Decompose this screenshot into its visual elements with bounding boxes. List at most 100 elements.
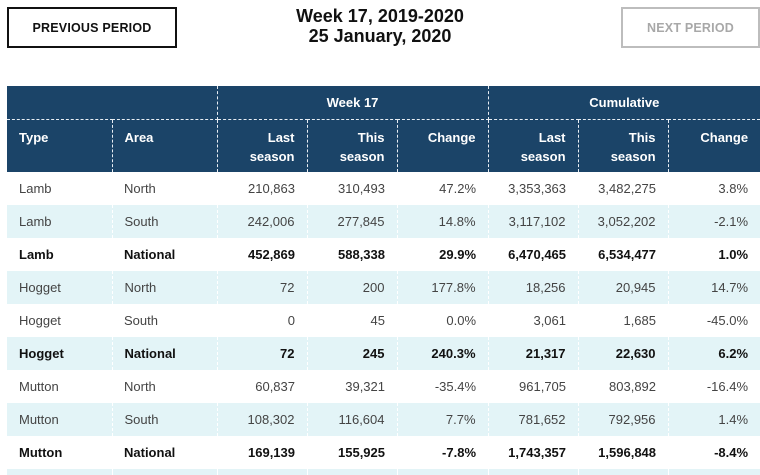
cell-cum-this-season: 22,630 (577, 336, 669, 370)
cell-week-change: 177.8% (396, 270, 489, 304)
cell-type: Hogget (7, 270, 112, 304)
cell-week-last-season: 72 (216, 336, 307, 370)
cell-week-last-season: 242,006 (216, 204, 307, 238)
cell-area: National (124, 444, 176, 460)
cell-cum-last-season: 3,117,102 (487, 204, 579, 238)
cell-cum-this-season: 792,956 (577, 402, 669, 436)
column-header-week-this-season[interactable]: This season (307, 119, 398, 172)
cell-area: North (124, 378, 156, 394)
cell-area: South (111, 204, 217, 238)
cell-area: National (124, 246, 176, 262)
cell-cum-this-season: 1,685 (623, 312, 657, 328)
table-row: Hogget South 0 45 0.0% 3,061 1,685 -45.0% (7, 304, 760, 337)
cell-cum-last-season: 1,743,357 (508, 444, 567, 460)
table-row: Lamb South 242,006 277,845 14.8% 3,117,102 3,0… (7, 204, 760, 238)
cell-cum-this-season: 3,052,202 (577, 204, 669, 238)
cell-type: Hogget (7, 336, 112, 370)
cell-cum-change: 1.0% (718, 246, 749, 262)
cell-week-change: 0.0% (446, 312, 477, 328)
cell-week-this-season: 277,845 (306, 204, 397, 238)
table-body: Lamb North 210,863 310,493 47.2% 3,353,363 3,4… (7, 172, 760, 475)
cell-week-this-season: 39,321 (345, 378, 385, 394)
cell-cum-last-season: 3,061 (533, 312, 567, 328)
cell-week-this-season: 200 (306, 270, 397, 304)
cell-week-change: 47.2% (439, 180, 477, 196)
group-header-week: Week 17 (217, 86, 489, 120)
cell-week-last-season: 169,139 (248, 444, 295, 460)
table-row: Lamb North 210,863 310,493 47.2% 3,353,363 3,4… (7, 172, 760, 205)
group-header-blank (7, 86, 218, 120)
cell-type: Mutton (7, 402, 112, 436)
cell-cum-last-season: 18,256 (487, 270, 579, 304)
table-row-total: Lamb National 452,869 588,338 29.9% 6,470,465… (7, 238, 760, 271)
cell-cum-last-season: 21,317 (487, 336, 579, 370)
cell-type: Mutton (19, 444, 63, 460)
slaughter-stats-table: Week 17 Cumulative Type Area Last season … (7, 86, 760, 475)
group-header-row: Week 17 Cumulative (7, 86, 760, 120)
cell-area: North (124, 180, 156, 196)
cell-cum-last-season: 3,353,363 (508, 180, 567, 196)
cell-week-this-season: 116,604 (306, 402, 397, 436)
group-header-cumulative: Cumulative (488, 86, 760, 120)
cell-cum-this-season: 803,892 (609, 378, 657, 394)
cell-week-last-season: 0 (287, 312, 295, 328)
cell-week-this-season: 245 (306, 336, 397, 370)
column-header-area[interactable]: Area (112, 119, 218, 172)
cell-cum-change: 6.2% (667, 336, 760, 370)
title-week: Week 17, 2019-2020 (296, 6, 464, 26)
cell-week-change: 29.9% (439, 246, 477, 262)
cell-week-change: -7.8% (442, 444, 477, 460)
column-header-cum-this-season[interactable]: This season (578, 119, 669, 172)
cell-week-this-season: 45 (370, 312, 385, 328)
cell-week-change: 240.3% (396, 336, 489, 370)
column-header-row: Type Area Last season This season Change L… (7, 119, 760, 172)
table-row: Hogget North 72 200 177.8% 18,256 20,945 14.7% (7, 270, 760, 304)
cell-week-this-season: 155,925 (338, 444, 385, 460)
cell-week-last-season: 72 (216, 270, 307, 304)
cell-cum-this-season: 20,945 (577, 270, 669, 304)
cell-cum-change: -2.1% (667, 204, 760, 238)
cell-week-last-season: 60,837 (255, 378, 295, 394)
cell-area: South (111, 402, 217, 436)
table-row: Mutton North 60,837 39,321 -35.4% 961,705 803,… (7, 370, 760, 403)
column-header-week-change[interactable]: Change (397, 119, 489, 172)
cell-cum-change: -8.4% (714, 444, 749, 460)
table-row-total: Mutton National 169,139 155,925 -7.8% 1,743,3… (7, 436, 760, 469)
cell-area: National (111, 336, 217, 370)
cell-area: South (124, 312, 158, 328)
cell-type: Lamb (7, 204, 112, 238)
next-period-button[interactable]: NEXT PERIOD (621, 7, 760, 48)
cell-type: Lamb (19, 180, 52, 196)
cell-cum-last-season: 961,705 (519, 378, 567, 394)
page-title: Week 17, 2019-2020 25 January, 2020 (220, 6, 540, 46)
cell-cum-change: 3.8% (718, 180, 749, 196)
column-header-week-last-season[interactable]: Last season (217, 119, 308, 172)
cell-cum-this-season: 3,482,275 (598, 180, 657, 196)
previous-period-button[interactable]: PREVIOUS PERIOD (7, 7, 177, 48)
cell-cum-change: 1.4% (667, 402, 760, 436)
cell-week-this-season: 588,338 (338, 246, 385, 262)
table-row-total: Hogget National 72 245 240.3% 21,317 22,630 6.2… (7, 336, 760, 370)
cell-cum-this-season: 1,596,848 (598, 444, 657, 460)
cell-week-change: 7.7% (396, 402, 489, 436)
cell-week-last-season: 210,863 (248, 180, 295, 196)
cell-cum-last-season: 781,652 (487, 402, 579, 436)
cell-cum-this-season: 6,534,477 (598, 246, 657, 262)
cell-type: Hogget (19, 312, 61, 328)
cell-week-change: 14.8% (396, 204, 489, 238)
cell-area: North (111, 270, 217, 304)
title-date: 25 January, 2020 (308, 26, 452, 46)
column-header-cum-change[interactable]: Change (668, 119, 760, 172)
cell-type: Mutton (19, 378, 59, 394)
cell-cum-change: -16.4% (706, 378, 749, 394)
cell-cum-last-season: 6,470,465 (508, 246, 567, 262)
cell-week-last-season: 452,869 (248, 246, 295, 262)
column-header-type[interactable]: Type (7, 119, 113, 172)
column-header-cum-last-season[interactable]: Last season (488, 119, 579, 172)
cell-week-last-season: 108,302 (216, 402, 307, 436)
cell-type: Lamb (19, 246, 54, 262)
table-row: Mutton South 108,302 116,604 7.7% 781,652 792,… (7, 402, 760, 436)
cell-week-this-season: 310,493 (338, 180, 385, 196)
cell-week-change: -35.4% (434, 378, 477, 394)
cell-cum-change: -45.0% (706, 312, 749, 328)
